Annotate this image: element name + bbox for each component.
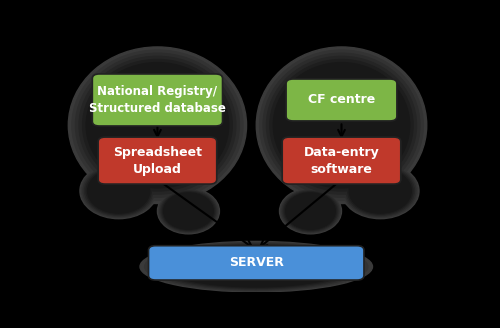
Ellipse shape [274,63,409,188]
Ellipse shape [280,189,340,233]
FancyBboxPatch shape [286,79,397,121]
Ellipse shape [83,165,154,216]
Ellipse shape [88,169,150,213]
Ellipse shape [158,188,220,234]
Ellipse shape [82,164,156,217]
Ellipse shape [162,192,214,230]
Ellipse shape [79,56,236,194]
Ellipse shape [348,168,413,214]
Ellipse shape [256,47,427,203]
Ellipse shape [82,59,233,191]
FancyBboxPatch shape [148,246,364,280]
Text: SERVER: SERVER [229,256,283,269]
Ellipse shape [86,168,151,214]
Ellipse shape [342,163,419,219]
Ellipse shape [150,243,363,290]
Ellipse shape [68,47,246,203]
Ellipse shape [72,50,243,200]
Text: Data-entry
software: Data-entry software [304,146,380,175]
Ellipse shape [158,189,218,233]
Ellipse shape [270,59,413,191]
Ellipse shape [343,164,417,217]
Ellipse shape [158,245,354,288]
Ellipse shape [280,188,342,234]
Ellipse shape [163,246,349,287]
FancyBboxPatch shape [282,137,401,184]
Ellipse shape [286,193,336,229]
Ellipse shape [284,192,337,230]
Ellipse shape [349,169,411,213]
Ellipse shape [80,163,158,219]
Ellipse shape [263,53,420,197]
Ellipse shape [344,165,416,216]
Ellipse shape [86,63,229,188]
Ellipse shape [260,50,424,200]
Ellipse shape [144,242,368,291]
Text: Spreadsheet
Upload: Spreadsheet Upload [113,146,202,175]
Ellipse shape [160,190,217,232]
Ellipse shape [84,166,153,215]
Ellipse shape [76,53,239,197]
Ellipse shape [346,166,414,215]
Text: CF centre: CF centre [308,93,375,107]
Text: National Registry/
Structured database: National Registry/ Structured database [89,85,226,115]
FancyBboxPatch shape [92,74,222,126]
Ellipse shape [161,191,216,231]
Ellipse shape [282,190,339,232]
Ellipse shape [140,241,372,292]
Ellipse shape [266,56,416,194]
Ellipse shape [283,191,338,231]
Ellipse shape [164,193,213,229]
FancyBboxPatch shape [98,137,216,184]
Ellipse shape [154,244,358,289]
